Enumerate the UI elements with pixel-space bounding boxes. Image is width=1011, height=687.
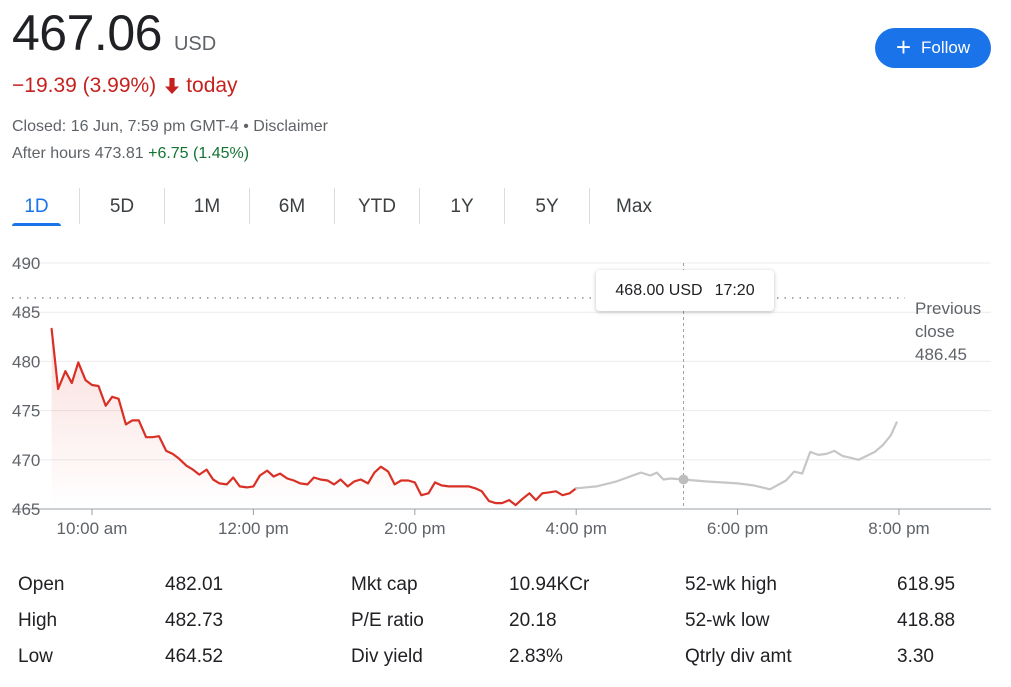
after-hours-price: After hours 473.81 — [12, 145, 144, 162]
y-tick-label: 480 — [12, 352, 40, 371]
after-hours: After hours 473.81 +6.75 (1.45%) — [12, 145, 249, 163]
tab-divider — [249, 188, 250, 224]
tab-5d[interactable]: 5D — [109, 196, 135, 217]
tab-5y[interactable]: 5Y — [535, 196, 559, 217]
change-period: today — [186, 74, 238, 97]
previous-close-label-line: 486.45 — [915, 345, 967, 364]
stats-table: Open 482.01 Mkt cap 10.94KCr 52-wk high … — [18, 574, 978, 682]
tab-1d[interactable]: 1D — [12, 188, 61, 226]
follow-button[interactable]: + Follow — [875, 28, 991, 68]
stat-label-qtrly-div: Qtrly div amt — [685, 646, 792, 667]
after-hours-change: +6.75 (1.45%) — [148, 145, 250, 162]
y-tick-label: 470 — [12, 451, 40, 470]
stat-label-open: Open — [18, 574, 65, 595]
tab-divider — [504, 188, 505, 224]
stats-row: Low 464.52 Div yield 2.83% Qtrly div amt… — [18, 646, 978, 682]
previous-close-label: Previous close 486.45 — [915, 299, 981, 364]
x-tick-label: 2:00 pm — [384, 519, 445, 538]
y-tick-label: 465 — [12, 500, 40, 519]
hover-point — [678, 474, 689, 485]
tab-divider — [419, 188, 420, 224]
stat-label-high: High — [18, 610, 58, 631]
price-chart-svg: 490 485 480 475 470 465 10:00 am 12:00 pm 2:00 p… — [12, 254, 991, 538]
tab-ytd[interactable]: YTD — [358, 196, 396, 217]
y-tick-label: 490 — [12, 254, 40, 273]
stat-value-low: 464.52 — [165, 646, 224, 667]
stat-value-mkt-cap: 10.94KCr — [509, 574, 590, 595]
stat-label-52wk-low: 52-wk low — [685, 610, 770, 631]
change-value: −19.39 (3.99%) — [12, 74, 157, 97]
x-tick-label: 4:00 pm — [545, 519, 606, 538]
x-tick-label: 12:00 pm — [218, 519, 289, 538]
follow-label: Follow — [921, 38, 971, 57]
plus-icon: + — [895, 32, 912, 62]
x-tick-label: 8:00 pm — [868, 519, 929, 538]
stat-value-div-yield: 2.83% — [509, 646, 563, 667]
stat-label-div-yield: Div yield — [351, 646, 423, 667]
tab-max[interactable]: Max — [616, 196, 652, 217]
stat-value-pe-ratio: 20.18 — [509, 610, 557, 631]
range-tabs: 1D 5D 1M 6M YTD 1Y 5Y Max — [12, 188, 678, 226]
tab-1y[interactable]: 1Y — [450, 196, 474, 217]
stat-label-pe-ratio: P/E ratio — [351, 610, 424, 631]
stat-label-52wk-high: 52-wk high — [685, 574, 777, 595]
stat-label-mkt-cap: Mkt cap — [351, 574, 418, 595]
regular-session-area — [51, 328, 577, 509]
quote-header: 467.06 USD — [12, 4, 216, 62]
x-tick-label: 10:00 am — [57, 519, 128, 538]
tab-divider — [589, 188, 590, 224]
price-chart[interactable]: 490 485 480 475 470 465 10:00 am 12:00 pm 2:00 p… — [0, 240, 1011, 550]
y-tick-label: 485 — [12, 303, 40, 322]
after_hours-series-line — [575, 421, 898, 491]
price-change: −19.39 (3.99%) today — [12, 74, 238, 98]
arrow-down-icon — [162, 78, 182, 94]
tab-divider — [79, 188, 80, 224]
stat-label-low: Low — [18, 646, 53, 667]
tab-1m[interactable]: 1M — [193, 196, 221, 217]
tooltip-time: 17:20 — [714, 281, 755, 299]
regular-series-line — [50, 327, 578, 507]
y-tick-label: 475 — [12, 402, 40, 421]
previous-close-label-line: Previous — [915, 299, 981, 318]
x-tick-label: 6:00 pm — [707, 519, 768, 538]
stat-value-qtrly-div: 3.30 — [897, 646, 934, 667]
stats-row: Open 482.01 Mkt cap 10.94KCr 52-wk high … — [18, 574, 978, 610]
previous-close-label-line: close — [915, 322, 955, 341]
stat-value-open: 482.01 — [165, 574, 224, 595]
chart-tooltip: 468.00 USD 17:20 — [596, 270, 774, 311]
stat-value-high: 482.73 — [165, 610, 224, 631]
tab-6m[interactable]: 6M — [278, 196, 306, 217]
tab-divider — [164, 188, 165, 224]
tab-divider — [334, 188, 335, 224]
stat-value-52wk-high: 618.95 — [897, 574, 956, 595]
currency-code: USD — [173, 33, 217, 55]
stat-value-52wk-low: 418.88 — [897, 610, 956, 631]
current-price: 467.06 — [12, 5, 162, 61]
market-status: Closed: 16 Jun, 7:59 pm GMT-4 • Disclaim… — [12, 118, 328, 135]
tooltip-value: 468.00 USD — [615, 281, 703, 299]
stats-row: High 482.73 P/E ratio 20.18 52-wk low 41… — [18, 610, 978, 646]
